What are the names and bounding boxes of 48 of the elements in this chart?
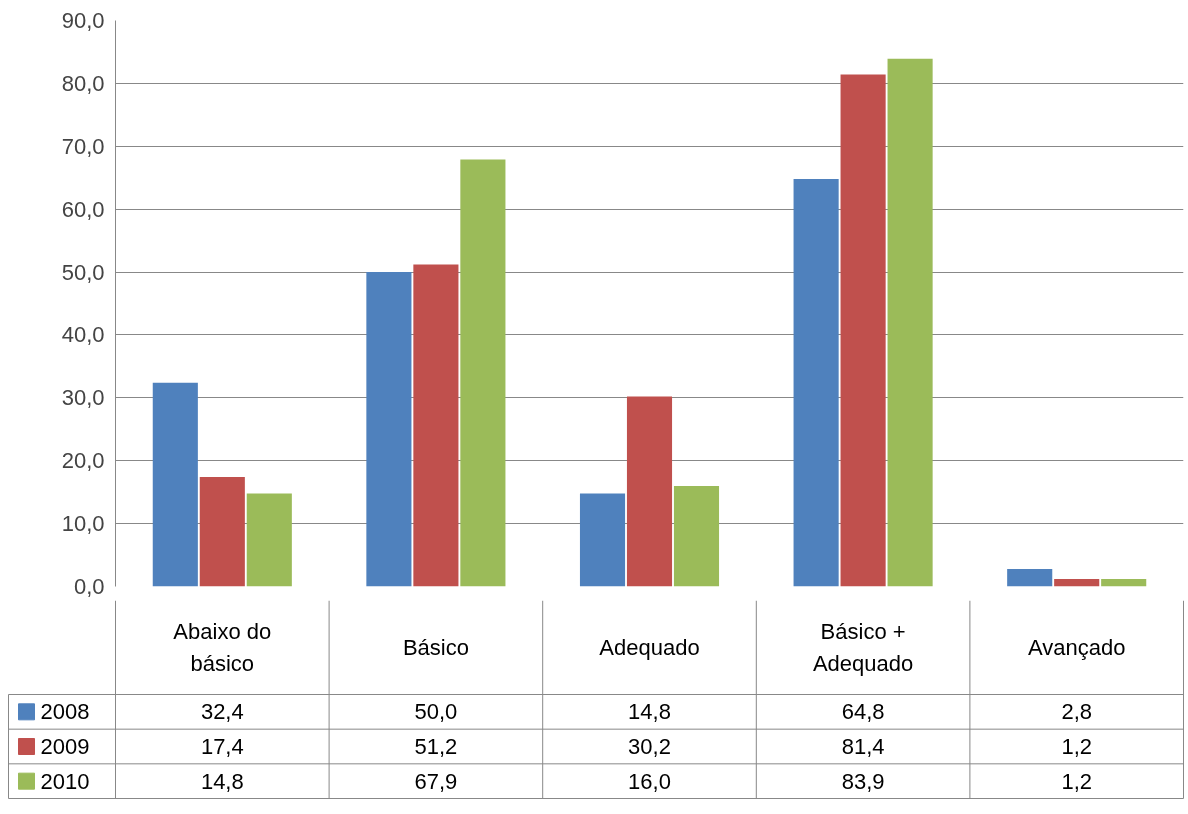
data-label: 50,0 (414, 699, 458, 725)
y-tick-label: 20,0 (61, 448, 105, 474)
legend-label: 2009 (40, 734, 90, 759)
bar (246, 493, 292, 587)
bar (626, 396, 673, 587)
x-tick-label: Abaixo do básico (173, 618, 272, 677)
bar (673, 485, 720, 587)
data-label: 30,2 (628, 734, 671, 759)
bar (460, 159, 506, 587)
data-label: 51,2 (414, 734, 458, 759)
y-tick-label: 70,0 (61, 133, 105, 159)
bar (413, 264, 459, 587)
bar (366, 272, 412, 587)
data-label: 17,4 (200, 734, 244, 759)
bar (887, 58, 933, 587)
data-label: 81,4 (841, 734, 885, 759)
y-tick-label: 40,0 (61, 322, 105, 348)
bar (1054, 578, 1100, 587)
bar (793, 178, 839, 587)
y-tick-label: 50,0 (61, 259, 105, 285)
data-label: 83,9 (841, 768, 885, 794)
x-tick-label: Adequado (599, 635, 700, 660)
y-tick-label: 80,0 (61, 70, 105, 96)
data-label: 1,2 (1061, 768, 1092, 794)
y-tick-label: 10,0 (61, 511, 105, 537)
bar (152, 382, 198, 587)
data-label: 64,8 (841, 699, 885, 725)
y-tick-label: 60,0 (61, 196, 105, 222)
data-label: 16,0 (628, 768, 671, 794)
x-tick-label: Avançado (1027, 635, 1126, 660)
data-label: 67,9 (414, 768, 458, 794)
data-label: 14,8 (628, 699, 671, 725)
bar (1101, 578, 1147, 587)
y-tick-label: 0,0 (73, 574, 105, 599)
legend-label: 2008 (40, 699, 90, 725)
bar (840, 74, 886, 587)
y-tick-label: 30,0 (61, 385, 105, 411)
bar (579, 493, 626, 587)
data-label: 1,2 (1061, 734, 1092, 759)
x-tick-label: Básico (402, 635, 469, 660)
y-tick-label: 90,0 (61, 8, 105, 33)
data-label: 2,8 (1061, 699, 1092, 725)
data-label: 32,4 (200, 699, 244, 725)
legend-label: 2010 (40, 768, 90, 794)
x-tick-label: Básico + Adequado (812, 618, 914, 677)
bar (1007, 568, 1053, 587)
data-label: 14,8 (200, 768, 244, 794)
bar (199, 477, 245, 587)
